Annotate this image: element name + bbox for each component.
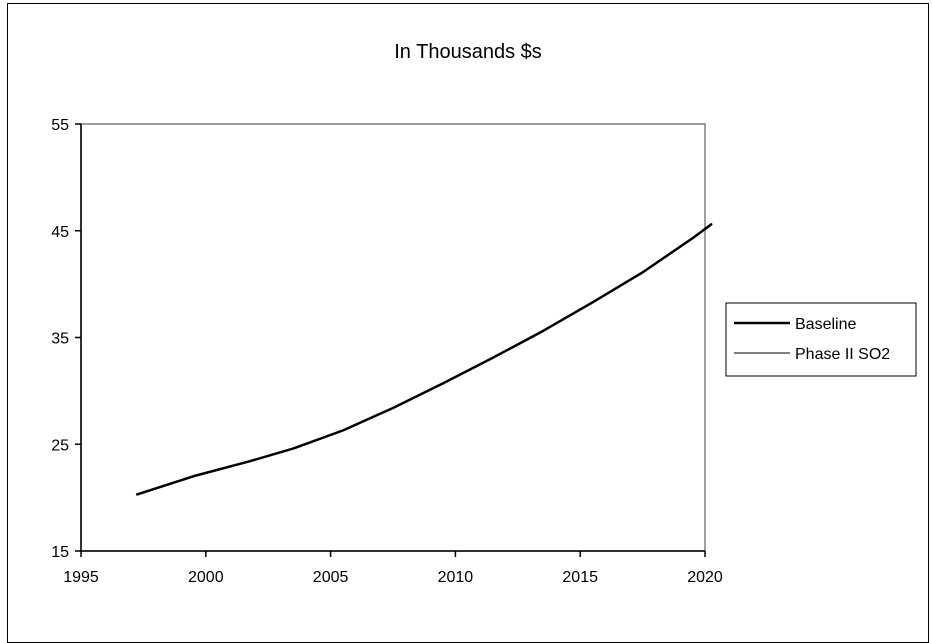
legend-label: Baseline	[795, 316, 856, 333]
x-tick-label: 2010	[438, 569, 474, 586]
x-tick-label: 1995	[63, 569, 99, 586]
line-chart: In Thousands $s 15 25 35 45 55 1995 2000 2005 20…	[51, 41, 917, 586]
y-tick-label: 55	[51, 117, 69, 134]
series-line-baseline	[135, 223, 713, 496]
x-tick-label: 2000	[188, 569, 224, 586]
legend-label: Phase II SO2	[795, 346, 890, 363]
y-tick-label: 45	[51, 224, 69, 241]
plot-border	[80, 123, 706, 552]
x-tick-label: 2015	[562, 569, 598, 586]
y-tick-label: 35	[51, 331, 69, 348]
y-tick-label: 25	[51, 437, 69, 454]
x-tick-label: 2005	[313, 569, 349, 586]
y-tick-label: 15	[51, 544, 69, 561]
plot-area: 15 25 35 45 55 1995 2000 2005 2010 2015 2020	[51, 117, 723, 586]
x-tick-label: 2020	[687, 569, 723, 586]
chart-title: In Thousands $s	[394, 41, 542, 63]
legend: Baseline Phase II SO2	[725, 302, 917, 377]
legend-box	[725, 302, 917, 377]
series-line-phase-ii-so2	[136, 223, 712, 495]
